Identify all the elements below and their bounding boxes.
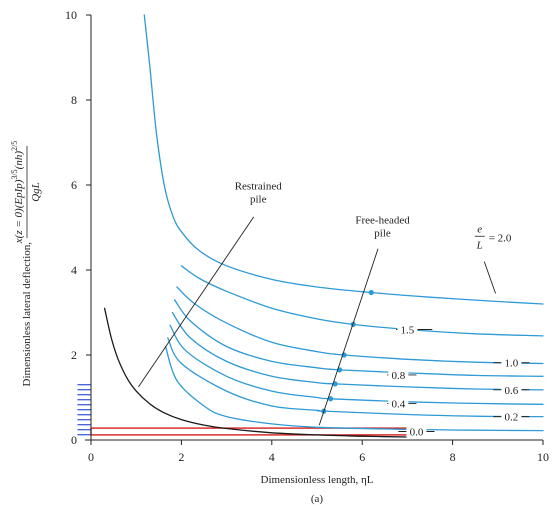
- series-label-bg-5: [501, 409, 522, 423]
- x-axis-title: Dimensionless length, ηL: [261, 474, 374, 486]
- series-label-bg-1: [501, 355, 522, 369]
- y-tick-label-0: 0: [71, 433, 77, 447]
- series-label-bg-3: [501, 382, 522, 396]
- free-headed-label-line1: Free-headed: [355, 214, 410, 226]
- plot-curves: [103, 14, 544, 438]
- free-headed-label-line2: pile: [374, 227, 391, 239]
- x-tick-label-0: 0: [88, 450, 94, 464]
- series-label-bg-6: [406, 424, 427, 438]
- series-label-5: 0.2: [504, 412, 518, 424]
- y-axis-title: Dimensionless lateral deflection, x(z = …: [10, 141, 42, 387]
- y-axis-formula: x(z = 0)(EpIp)3/5(nh)2/5: [10, 141, 25, 244]
- y-axis-denominator: QgL: [30, 182, 42, 202]
- series-label-6: 0.0: [410, 427, 424, 439]
- plot-underlay: [77, 384, 418, 436]
- ratio-numerator: e: [477, 223, 482, 235]
- series-label-bg-0: [397, 322, 418, 336]
- free-headed-leader: [318, 248, 379, 426]
- x-tick-label-3: 6: [359, 450, 365, 464]
- series-label-4: 0.4: [391, 398, 405, 410]
- x-tick-label-2: 4: [269, 450, 275, 464]
- axes: [85, 15, 543, 441]
- series-curve-4: [171, 311, 544, 391]
- series-curve-8: [103, 307, 409, 438]
- chart-caption: (a): [311, 493, 324, 505]
- series-curve-3: [173, 299, 544, 377]
- series-curve-0: [143, 14, 544, 305]
- free-headed-point-5: [327, 396, 334, 402]
- free-headed-point-0: [368, 289, 374, 296]
- ratio-denominator: L: [476, 239, 483, 251]
- restrained-label-line2: pile: [250, 193, 267, 205]
- series-label-bg-2: [388, 367, 409, 381]
- series-curve-2: [176, 286, 544, 365]
- y-axis-title-text: Dimensionless lateral deflection,: [21, 242, 33, 387]
- ratio-value: = 2.0: [489, 232, 512, 244]
- y-tick-label-5: 10: [65, 8, 77, 22]
- x-tick-label-4: 8: [450, 450, 456, 464]
- restrained-leader: [138, 216, 255, 388]
- ticks: 0 2 4 6 8 10 0 2 4 6 8 10: [65, 8, 549, 464]
- series-label-3: 0.6: [504, 385, 518, 397]
- y-tick-label-4: 8: [71, 93, 77, 107]
- series-curve-1: [180, 265, 544, 337]
- series-label-1: 1.0: [504, 358, 518, 370]
- series-label-bg-4: [388, 396, 409, 410]
- series-curve-7: [164, 345, 544, 432]
- ratio-leader: [483, 261, 496, 294]
- series-label-2: 0.8: [391, 370, 405, 382]
- x-tick-label-5: 10: [537, 450, 549, 464]
- series-label-0: 1.5: [401, 325, 415, 337]
- restrained-label-line1: Restrained: [235, 180, 283, 192]
- series-curve-5: [169, 324, 544, 405]
- y-tick-label-3: 6: [71, 178, 77, 192]
- y-tick-label-1: 2: [71, 348, 77, 362]
- series-curve-6: [167, 337, 544, 418]
- y-tick-label-2: 4: [71, 263, 77, 277]
- x-tick-label-1: 2: [178, 450, 184, 464]
